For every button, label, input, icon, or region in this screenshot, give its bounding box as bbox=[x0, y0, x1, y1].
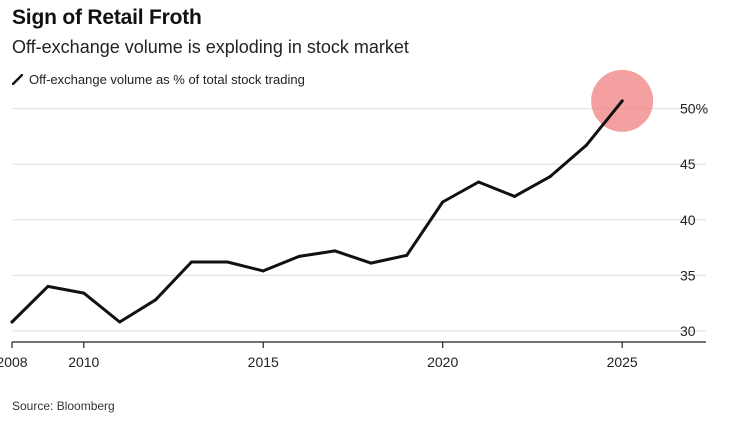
y-tick-label-30: 30 bbox=[680, 323, 696, 339]
x-axis bbox=[11, 341, 706, 348]
y-tick-labels: 30 35 40 45 50% bbox=[680, 101, 708, 339]
data-point-2008 bbox=[10, 320, 14, 324]
grid-lines bbox=[12, 108, 706, 332]
x-tick-label-2025: 2025 bbox=[607, 354, 638, 370]
data-point-2009 bbox=[46, 284, 50, 288]
y-tick-label-40: 40 bbox=[680, 212, 696, 228]
data-point-2024 bbox=[584, 143, 588, 147]
data-point-2018 bbox=[369, 261, 373, 265]
data-point-2010 bbox=[82, 291, 86, 295]
chart-source: Source: Bloomberg bbox=[12, 399, 115, 413]
data-point-2017 bbox=[333, 249, 337, 253]
data-point-2011 bbox=[118, 320, 122, 324]
series-line-0 bbox=[10, 99, 624, 324]
chart-subtitle: Off-exchange volume is exploding in stoc… bbox=[12, 37, 409, 57]
data-point-2021 bbox=[477, 180, 481, 184]
y-tick-label-45: 45 bbox=[680, 156, 696, 172]
legend-label: Off-exchange volume as % of total stock … bbox=[29, 72, 305, 87]
series-layer bbox=[10, 99, 624, 324]
y-tick-label-35: 35 bbox=[680, 267, 696, 283]
data-point-2020 bbox=[441, 200, 445, 204]
data-point-2022 bbox=[512, 194, 516, 198]
data-point-2025 bbox=[620, 99, 624, 103]
data-point-2023 bbox=[548, 174, 552, 178]
x-tick-label-2020: 2020 bbox=[427, 354, 458, 370]
data-point-2012 bbox=[154, 298, 158, 302]
chart-legend: Off-exchange volume as % of total stock … bbox=[12, 72, 305, 87]
data-point-2014 bbox=[225, 260, 229, 264]
y-tick-label-50: 50% bbox=[680, 101, 708, 117]
data-point-2013 bbox=[189, 260, 193, 264]
x-tick-label-2015: 2015 bbox=[248, 354, 279, 370]
x-tick-labels: 2008 2010 2015 2020 2025 bbox=[0, 354, 638, 370]
chart-title: Sign of Retail Froth bbox=[12, 6, 202, 29]
legend-line-icon bbox=[12, 74, 23, 85]
data-point-2019 bbox=[405, 253, 409, 257]
data-point-2016 bbox=[297, 254, 301, 258]
x-tick-label-2010: 2010 bbox=[68, 354, 99, 370]
x-tick-label-2008: 2008 bbox=[0, 354, 28, 370]
data-point-2015 bbox=[261, 269, 265, 273]
